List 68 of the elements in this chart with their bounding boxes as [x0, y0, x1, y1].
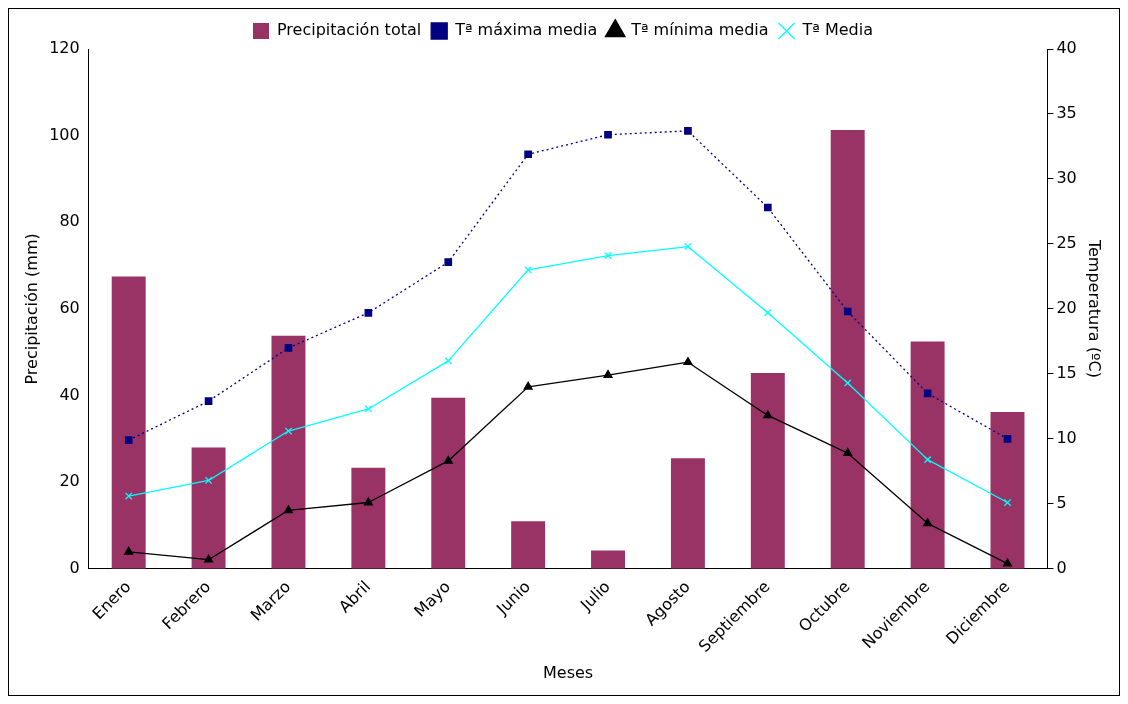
bar — [830, 130, 865, 569]
point — [604, 251, 612, 260]
bar — [511, 521, 546, 569]
bar — [351, 467, 386, 569]
y2-tick-label: 20 — [1056, 298, 1077, 318]
y2-axis-title: Temperatura (ºC) — [1085, 238, 1105, 378]
point — [1003, 498, 1012, 507]
y-tick-label: 120 — [49, 38, 80, 58]
point — [1003, 435, 1012, 443]
y2-tick-label: 0 — [1056, 557, 1067, 577]
y-tick-label: 40 — [59, 384, 80, 404]
y2-tick-label: 35 — [1056, 103, 1077, 123]
point — [204, 476, 213, 485]
point — [604, 130, 612, 139]
point — [683, 357, 693, 366]
point — [364, 308, 373, 317]
bar — [750, 373, 785, 569]
bar — [431, 397, 466, 569]
bar — [990, 411, 1025, 569]
bar — [670, 458, 705, 569]
bar — [191, 447, 226, 569]
y-tick-label: 60 — [59, 298, 80, 318]
point — [763, 203, 772, 212]
point — [284, 427, 293, 435]
legend-label: Precipitación total — [277, 20, 422, 40]
point — [923, 518, 933, 527]
legend-label: Tª Media — [801, 20, 873, 40]
y-tick-label: 20 — [59, 471, 80, 491]
point — [204, 554, 214, 563]
point — [364, 405, 373, 413]
point — [843, 379, 852, 387]
x-axis-title: Meses — [543, 662, 594, 682]
y2-tick-label: 15 — [1056, 363, 1077, 383]
point — [124, 492, 133, 500]
point — [124, 546, 134, 555]
y-tick-label: 100 — [49, 124, 80, 144]
y-axis-title: Precipitación (mm) — [21, 233, 41, 385]
y-tick-label: 80 — [59, 211, 80, 231]
y2-tick-label: 40 — [1056, 38, 1077, 58]
point — [684, 127, 692, 135]
point — [843, 307, 852, 316]
bar — [591, 550, 626, 569]
y2-tick-label: 10 — [1056, 428, 1077, 447]
point — [204, 397, 213, 405]
bar — [271, 335, 306, 569]
point — [124, 436, 133, 444]
point — [444, 258, 453, 266]
point — [443, 455, 453, 464]
point — [1002, 558, 1013, 567]
point — [923, 455, 932, 464]
point — [523, 381, 533, 390]
y-tick-label: 0 — [69, 557, 80, 577]
y2-tick-label: 30 — [1056, 168, 1077, 188]
bar — [910, 341, 945, 569]
point — [524, 150, 532, 159]
point — [763, 410, 773, 419]
bar — [111, 276, 146, 569]
point — [444, 357, 453, 365]
point — [843, 447, 853, 457]
point — [284, 344, 293, 352]
legend-label: Tª mínima media — [630, 20, 769, 40]
legend-label: Tª máxima media — [454, 20, 598, 40]
point — [363, 497, 373, 506]
point — [283, 505, 294, 514]
point — [603, 370, 613, 379]
y2-tick-label: 25 — [1056, 233, 1077, 253]
point — [684, 242, 692, 251]
y2-tick-label: 5 — [1056, 492, 1067, 512]
